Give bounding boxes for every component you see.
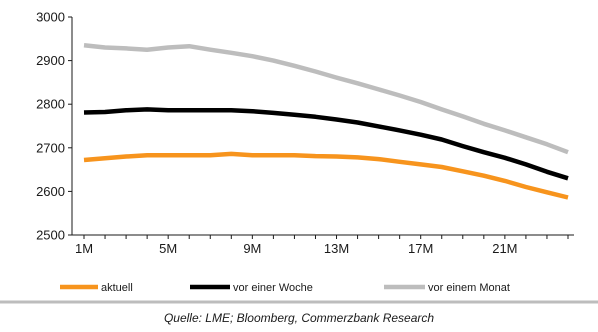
y-tick-label: 2600 <box>36 184 65 199</box>
y-tick-label: 3000 <box>36 10 65 25</box>
y-tick-label: 2800 <box>36 97 65 112</box>
series-layer <box>83 43 569 200</box>
source-note: Quelle: LME; Bloomberg, Commerzbank Rese… <box>163 311 435 325</box>
series-line-3 <box>83 43 569 155</box>
x-tick-label: 1M <box>75 241 93 256</box>
legend: aktuell vor einer Woche vor einem Monat <box>60 282 510 294</box>
y-tick-label: 2700 <box>36 140 65 155</box>
legend-label-3: vor einem Monat <box>428 282 510 294</box>
series-line-1 <box>83 151 569 200</box>
y-axis: 2500 2600 2700 2800 2900 3000 <box>36 10 73 243</box>
x-axis: 1M 5M 9M 13M 17M 21M <box>72 234 574 256</box>
y-tick-label: 2500 <box>36 228 65 243</box>
x-tick-label: 17M <box>408 241 433 256</box>
legend-label-2: vor einer Woche <box>233 282 313 294</box>
series-line-2 <box>83 107 569 181</box>
y-tick-label: 2900 <box>36 53 65 68</box>
legend-label-1: aktuell <box>101 282 133 294</box>
x-tick-label: 13M <box>324 241 349 256</box>
x-tick-label: 5M <box>159 241 177 256</box>
x-tick-label: 9M <box>243 241 261 256</box>
x-tick-label: 21M <box>492 241 517 256</box>
